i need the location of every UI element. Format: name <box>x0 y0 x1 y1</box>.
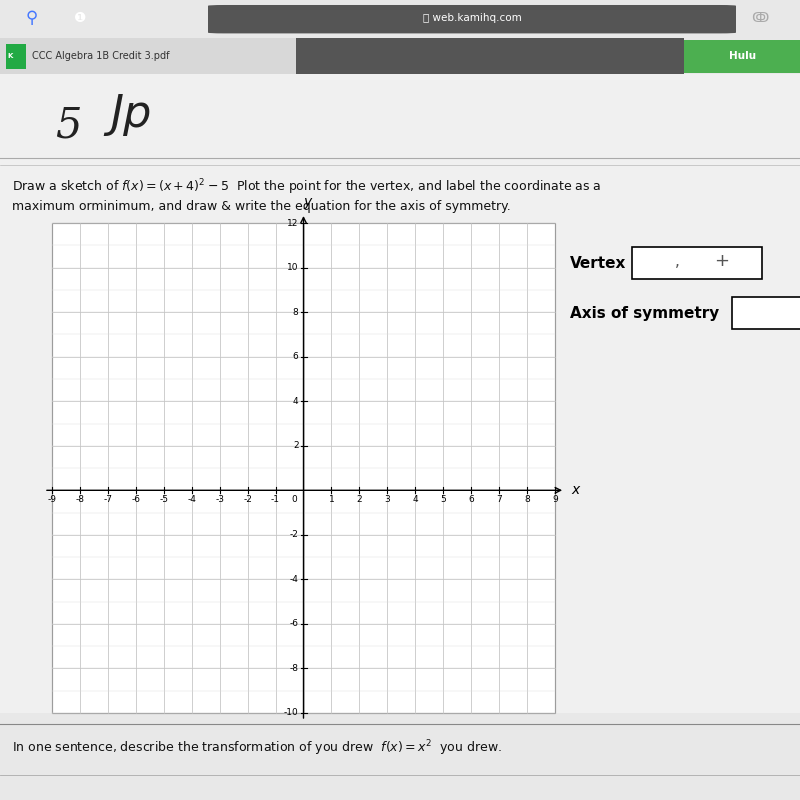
Text: -2: -2 <box>243 495 252 504</box>
Text: -6: -6 <box>131 495 140 504</box>
Text: -10: -10 <box>284 709 298 718</box>
Text: CCC Algebra 1B Credit 3.pdf: CCC Algebra 1B Credit 3.pdf <box>32 50 170 61</box>
Bar <box>684 40 800 73</box>
Bar <box>52 223 555 713</box>
Text: 9: 9 <box>552 495 558 504</box>
Text: 1: 1 <box>329 495 334 504</box>
Text: -5: -5 <box>159 495 168 504</box>
Text: -1: -1 <box>271 495 280 504</box>
Text: 0: 0 <box>292 495 298 504</box>
Bar <box>6 44 26 69</box>
Text: ⚲: ⚲ <box>26 10 38 27</box>
Text: 5: 5 <box>55 104 82 146</box>
Text: -3: -3 <box>215 495 224 504</box>
Bar <box>296 38 684 74</box>
Text: 6: 6 <box>293 352 298 362</box>
Text: y: y <box>303 195 312 209</box>
Text: ↂ: ↂ <box>751 11 769 26</box>
Text: 8: 8 <box>293 308 298 317</box>
Text: 8: 8 <box>524 495 530 504</box>
Text: Jp: Jp <box>110 93 151 136</box>
Text: -4: -4 <box>187 495 196 504</box>
Text: Draw a sketch of $f(x) = (x + 4)^2 - 5$  Plot the point for the vertex, and labe: Draw a sketch of $f(x) = (x + 4)^2 - 5$ … <box>12 177 602 197</box>
Text: In one sentence, describe the transformation of you drew  $f(x) = x^2$  you drew: In one sentence, describe the transforma… <box>12 738 502 758</box>
Text: ,: , <box>674 254 679 269</box>
Text: x: x <box>571 483 579 498</box>
Text: -8: -8 <box>75 495 85 504</box>
Text: Axis of symmetry: Axis of symmetry <box>570 306 719 321</box>
Text: K: K <box>7 53 12 58</box>
Text: -4: -4 <box>290 575 298 584</box>
Text: 6: 6 <box>468 495 474 504</box>
Bar <box>732 297 800 329</box>
Text: 10: 10 <box>287 263 298 272</box>
Text: Hulu: Hulu <box>729 50 756 61</box>
Text: 4: 4 <box>293 397 298 406</box>
Text: -9: -9 <box>47 495 57 504</box>
Text: 🔒 web.kamihq.com: 🔒 web.kamihq.com <box>422 14 522 23</box>
Text: -6: -6 <box>290 619 298 628</box>
Text: -2: -2 <box>290 530 298 539</box>
Text: maximum orminimum, and draw & write the equation for the axis of symmetry.: maximum orminimum, and draw & write the … <box>12 200 510 213</box>
Text: -7: -7 <box>103 495 112 504</box>
Text: +: + <box>714 252 730 270</box>
Text: 4: 4 <box>413 495 418 504</box>
Text: Vertex: Vertex <box>570 255 626 270</box>
Text: ❶: ❶ <box>74 11 86 26</box>
Bar <box>632 247 762 279</box>
Text: 7: 7 <box>496 495 502 504</box>
Text: -8: -8 <box>290 664 298 673</box>
Text: 5: 5 <box>440 495 446 504</box>
FancyBboxPatch shape <box>208 5 736 34</box>
Text: 3: 3 <box>385 495 390 504</box>
Text: 2: 2 <box>357 495 362 504</box>
Text: 12: 12 <box>287 218 298 228</box>
Bar <box>0 74 800 713</box>
Text: 2: 2 <box>293 442 298 450</box>
Bar <box>0 38 296 74</box>
